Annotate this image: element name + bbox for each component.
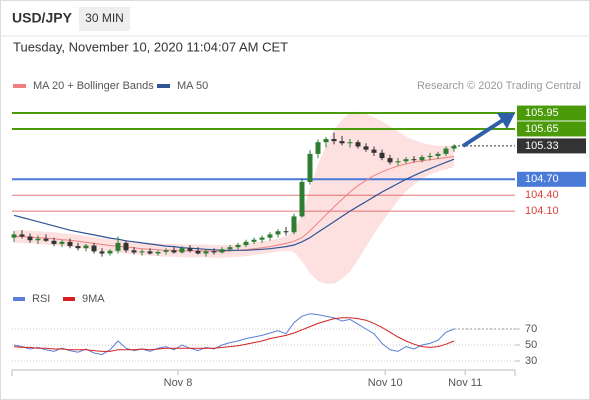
candle-body bbox=[139, 251, 145, 253]
candle-body bbox=[347, 142, 353, 144]
legend-label: RSI bbox=[32, 293, 50, 305]
indicator-line bbox=[13, 313, 455, 356]
candle-body bbox=[51, 240, 57, 244]
candle-body bbox=[251, 239, 257, 242]
candle-body bbox=[411, 159, 417, 161]
source: Research © 2020 Trading Central bbox=[417, 80, 581, 92]
candle-body bbox=[131, 250, 137, 253]
candle-body bbox=[43, 238, 49, 241]
candle-body bbox=[195, 250, 201, 254]
legend-swatch bbox=[63, 297, 75, 301]
timeframe-box bbox=[79, 7, 130, 31]
legend-label: 9MA bbox=[82, 293, 105, 305]
candle-body bbox=[59, 241, 65, 244]
candle-body bbox=[171, 250, 177, 253]
indicator-line bbox=[13, 317, 455, 352]
candle-body bbox=[267, 234, 273, 238]
legend-label: MA 20 + Bollinger Bands bbox=[33, 80, 154, 92]
timeframe: 30 MIN bbox=[85, 11, 124, 25]
candle-body bbox=[67, 241, 73, 247]
candle-body bbox=[339, 141, 345, 144]
candle-body bbox=[371, 149, 377, 153]
candle-body bbox=[235, 245, 241, 248]
candle-body bbox=[19, 234, 25, 237]
level-label: 104.70 bbox=[525, 173, 559, 185]
symbol: USD/JPY bbox=[12, 10, 73, 26]
candle-body bbox=[443, 148, 449, 154]
arrow-head bbox=[497, 113, 515, 129]
candle-body bbox=[115, 242, 121, 251]
projection-arrow bbox=[461, 118, 505, 148]
x-tick-label: Nov 11 bbox=[448, 377, 482, 389]
candle-body bbox=[27, 236, 33, 241]
legend-swatch bbox=[13, 297, 25, 301]
candle-body bbox=[187, 248, 193, 251]
y-tick-label: 50 bbox=[525, 339, 537, 351]
candle-body bbox=[83, 245, 89, 249]
x-tick-label: Nov 10 bbox=[368, 377, 403, 389]
x-tick-label: Nov 8 bbox=[164, 377, 193, 389]
candle-body bbox=[299, 181, 305, 217]
candle-body bbox=[243, 241, 249, 246]
candle-body bbox=[147, 251, 153, 254]
legend-swatch bbox=[157, 84, 170, 88]
level-label: 105.33 bbox=[525, 140, 559, 152]
y-tick-label: 70 bbox=[525, 323, 537, 335]
candle-body bbox=[403, 159, 409, 162]
ma-line bbox=[13, 158, 455, 251]
bollinger-band bbox=[14, 111, 454, 284]
candle-body bbox=[179, 248, 185, 253]
candle-body bbox=[307, 153, 313, 182]
candle-body bbox=[211, 251, 217, 253]
level-box bbox=[517, 105, 586, 121]
level-label: 105.65 bbox=[525, 123, 559, 135]
y-tick-label: 30 bbox=[525, 355, 537, 367]
candle-body bbox=[283, 231, 289, 233]
candle-body bbox=[259, 237, 265, 240]
candle-body bbox=[451, 145, 457, 149]
candle-body bbox=[331, 139, 337, 142]
candle-body bbox=[99, 251, 105, 254]
band-layer bbox=[14, 111, 454, 284]
level-label: 104.40 bbox=[525, 189, 559, 201]
candle-body bbox=[323, 139, 329, 143]
main-layer: MA 20 + Bollinger Bands MA 50 105.95 105.65… bbox=[11, 80, 586, 389]
candle-body bbox=[395, 161, 401, 163]
candle-body bbox=[219, 249, 225, 253]
candle-body bbox=[123, 242, 129, 251]
candle-body bbox=[315, 142, 321, 154]
candle-body bbox=[75, 246, 81, 249]
candle-body bbox=[275, 231, 281, 235]
level-label: 104.10 bbox=[525, 205, 559, 217]
legend-swatch bbox=[13, 84, 26, 88]
candle-body bbox=[435, 153, 441, 156]
candle-body bbox=[291, 216, 297, 233]
candle-body bbox=[355, 142, 361, 147]
candle-body bbox=[107, 250, 113, 254]
legend-label: MA 50 bbox=[177, 80, 208, 92]
timestamp: Tuesday, November 10, 2020 11:04:07 AM C… bbox=[13, 39, 288, 54]
candle-body bbox=[363, 146, 369, 150]
level-label: 105.95 bbox=[525, 107, 559, 119]
candle-body bbox=[387, 158, 393, 163]
candle-body bbox=[203, 251, 209, 254]
level-box bbox=[517, 121, 586, 137]
candle-body bbox=[419, 157, 425, 161]
candle-body bbox=[227, 247, 233, 250]
candle-body bbox=[379, 152, 385, 159]
candle-body bbox=[35, 238, 41, 241]
level-box bbox=[517, 171, 586, 187]
level-box bbox=[517, 138, 586, 154]
candle-body bbox=[11, 234, 17, 238]
candle-body bbox=[163, 250, 169, 252]
candle-body bbox=[91, 245, 97, 252]
candle-body bbox=[427, 155, 433, 158]
candle-body bbox=[155, 251, 161, 254]
